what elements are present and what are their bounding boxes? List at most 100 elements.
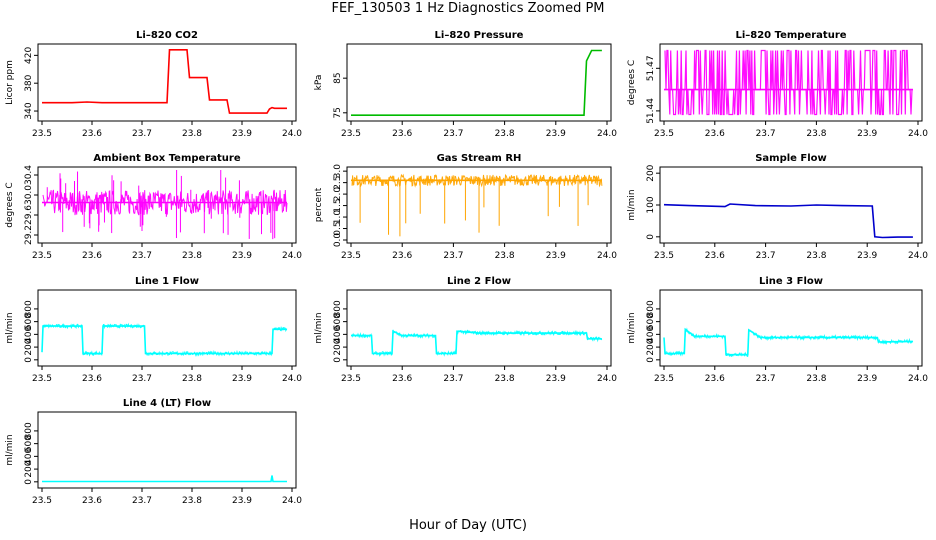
y-tick-label: 200 bbox=[24, 460, 34, 477]
panel-title: Ambient Box Temperature bbox=[93, 153, 240, 164]
series-line bbox=[42, 49, 287, 114]
x-tick-label: 23.8 bbox=[182, 374, 202, 384]
panel-6: Sample Flow 23.5 23.6 23.7 23.8 23.9 24.0 0 100 2… bbox=[627, 153, 928, 261]
plot-frame bbox=[346, 43, 612, 122]
series-noise bbox=[351, 173, 603, 188]
x-tick-label: 23.6 bbox=[82, 496, 102, 506]
y-tick-label: 51.44 bbox=[646, 98, 656, 124]
x-tick-label: 23.5 bbox=[341, 251, 361, 261]
x-tick-label: 23.5 bbox=[32, 251, 52, 261]
x-tick-label: 23.5 bbox=[654, 251, 674, 261]
panel-7: Line 1 Flow 23.5 23.6 23.7 23.8 23.9 24.0 0 2004… bbox=[5, 276, 302, 384]
plot-frame bbox=[346, 166, 612, 244]
x-tick-label: 23.7 bbox=[756, 251, 776, 261]
x-tick-label: 24.0 bbox=[282, 129, 302, 139]
panel-4: Ambient Box Temperature 23.5 23.6 23.7 23.8 2… bbox=[5, 153, 302, 261]
y-tick-label: 51.47 bbox=[646, 55, 656, 81]
x-tick-label: 23.7 bbox=[443, 374, 463, 384]
y-tick-label: 0.5 bbox=[333, 221, 343, 235]
series-line bbox=[42, 475, 287, 483]
x-tick-label: 23.5 bbox=[32, 496, 52, 506]
plot-frame bbox=[659, 166, 923, 244]
plot-frame bbox=[37, 43, 297, 122]
y-tick-label: 0 bbox=[24, 357, 34, 363]
x-tick-label: 23.8 bbox=[182, 496, 202, 506]
series-noise bbox=[42, 189, 288, 216]
y-tick-label: 600 bbox=[24, 435, 34, 452]
x-tick-label: 23.8 bbox=[182, 251, 202, 261]
x-tick-label: 23.5 bbox=[341, 374, 361, 384]
x-tick-label: 24.0 bbox=[908, 374, 928, 384]
y-tick-label: 340 bbox=[24, 102, 34, 119]
x-tick-label: 23.7 bbox=[756, 374, 776, 384]
x-tick-label: 23.7 bbox=[132, 374, 152, 384]
y-tick-label: 600 bbox=[24, 313, 34, 330]
y-axis-label: ml/min bbox=[627, 189, 637, 220]
x-tick-label: 23.5 bbox=[32, 129, 52, 139]
y-tick-label: 0 bbox=[333, 357, 343, 363]
y-tick-label: 2.5 bbox=[333, 175, 343, 189]
x-tick-label: 23.5 bbox=[32, 374, 52, 384]
y-tick-label: 0 bbox=[646, 234, 656, 240]
x-tick-label: 24.0 bbox=[908, 251, 928, 261]
x-tick-label: 23.9 bbox=[857, 251, 877, 261]
y-tick-label: 3.0 bbox=[333, 164, 343, 179]
plot-frame bbox=[37, 166, 297, 244]
y-tick-label: 800 bbox=[24, 300, 34, 317]
y-axis-label: ml/min bbox=[5, 434, 15, 465]
panel-title: Sample Flow bbox=[755, 153, 827, 164]
y-tick-label: 400 bbox=[24, 326, 34, 343]
x-tick-label: 23.7 bbox=[756, 129, 776, 139]
x-tick-label: 24.0 bbox=[282, 496, 302, 506]
series-noise bbox=[664, 49, 913, 116]
x-tick-label: 23.9 bbox=[546, 251, 566, 261]
x-tick-label: 23.8 bbox=[806, 129, 826, 139]
series-line bbox=[41, 325, 287, 355]
y-axis-label: kPa bbox=[314, 75, 324, 91]
plot-frame bbox=[659, 289, 923, 367]
y-tick-label: 30.4 bbox=[24, 165, 34, 185]
panel-2: Li–820 Pressure 23.5 23.6 23.7 23.8 23.9 24.0 7… bbox=[314, 30, 617, 139]
series-line bbox=[351, 49, 602, 116]
y-axis-label: degrees C bbox=[5, 182, 15, 227]
panel-title: Line 2 Flow bbox=[447, 276, 511, 287]
x-tick-label: 24.0 bbox=[597, 374, 617, 384]
series-noise bbox=[664, 327, 914, 358]
x-tick-label: 23.8 bbox=[495, 251, 515, 261]
panel-5: Gas Stream RH 23.5 23.6 23.7 23.8 23.9 24.0 0.0… bbox=[314, 153, 617, 261]
y-tick-label: 200 bbox=[646, 338, 656, 355]
plot-frame bbox=[346, 289, 612, 367]
y-axis-label: Licor ppm bbox=[5, 60, 15, 105]
panel-9: Line 3 Flow 23.5 23.6 23.7 23.8 23.9 24.0 0 2004… bbox=[627, 276, 928, 384]
x-tick-label: 23.7 bbox=[132, 129, 152, 139]
x-tick-label: 23.6 bbox=[82, 129, 102, 139]
y-tick-label: 85 bbox=[333, 72, 343, 83]
figure-title: FEF_130503 1 Hz Diagnostics Zoomed PM bbox=[331, 1, 605, 16]
panel-title: Gas Stream RH bbox=[437, 153, 522, 164]
y-tick-label: 0.0 bbox=[333, 233, 343, 248]
y-tick-label: 1.5 bbox=[333, 198, 343, 212]
x-tick-label: 23.8 bbox=[806, 251, 826, 261]
y-tick-label: 800 bbox=[24, 422, 34, 439]
y-tick-label: 30.0 bbox=[24, 185, 34, 205]
y-axis-label: degrees C bbox=[627, 60, 637, 105]
x-tick-label: 23.9 bbox=[232, 129, 252, 139]
panel-10: Line 4 (LT) Flow 23.5 23.6 23.7 23.8 23.9 24.0… bbox=[5, 398, 302, 506]
x-tick-label: 23.5 bbox=[654, 374, 674, 384]
y-tick-label: 420 bbox=[24, 46, 34, 63]
x-tick-label: 23.7 bbox=[443, 251, 463, 261]
x-tick-label: 24.0 bbox=[908, 129, 928, 139]
x-tick-label: 23.7 bbox=[132, 251, 152, 261]
x-tick-label: 24.0 bbox=[282, 374, 302, 384]
x-tick-label: 23.6 bbox=[82, 251, 102, 261]
plot-frame bbox=[37, 411, 297, 489]
x-tick-label: 23.9 bbox=[857, 374, 877, 384]
x-tick-label: 23.5 bbox=[654, 129, 674, 139]
series-line bbox=[663, 203, 913, 239]
x-tick-label: 23.6 bbox=[705, 251, 725, 261]
panel-1: Li–820 CO2 23.5 23.6 23.7 23.8 23.9 24.0 340 380… bbox=[5, 30, 302, 139]
x-tick-label: 23.8 bbox=[182, 129, 202, 139]
x-tick-label: 24.0 bbox=[597, 129, 617, 139]
y-tick-label: 600 bbox=[646, 313, 656, 330]
